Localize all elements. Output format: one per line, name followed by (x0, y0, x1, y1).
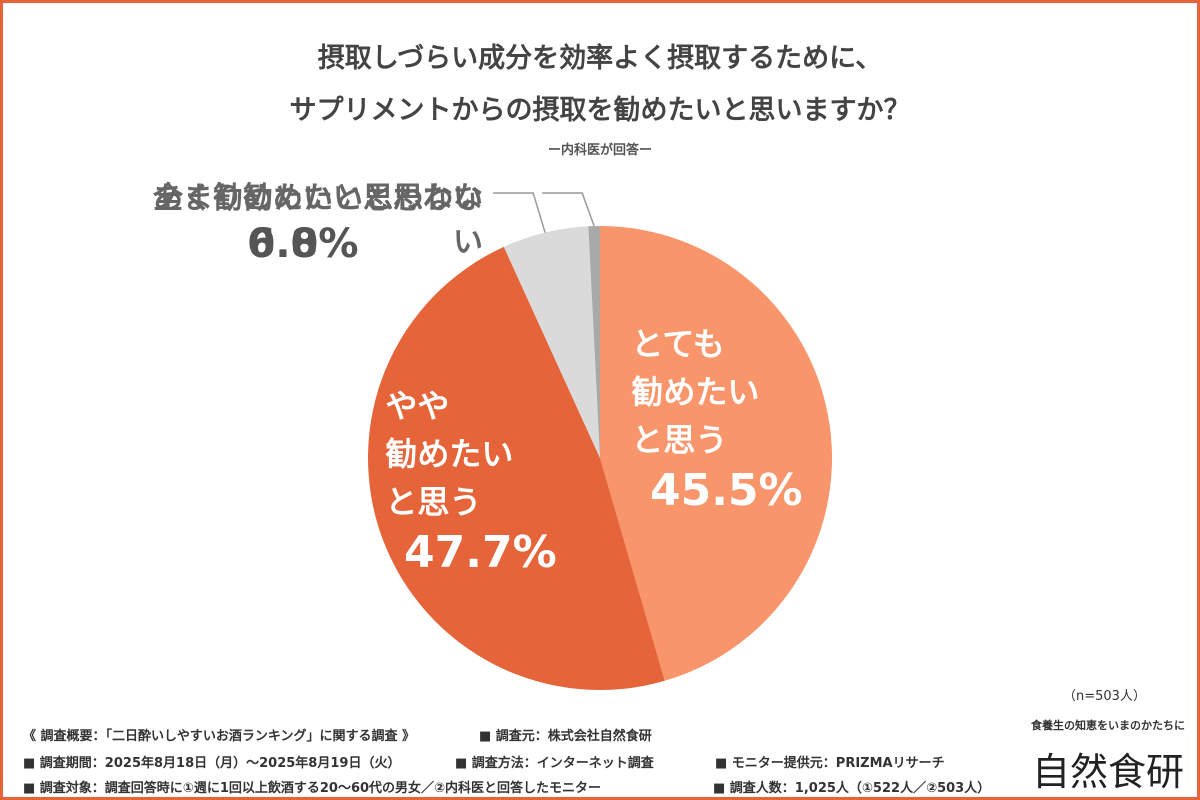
value-label: 0.8% (247, 221, 359, 267)
pie-slice (503, 226, 600, 458)
value-label: 47.7% (404, 527, 557, 579)
chart-title: 摂取しづらい成分を効率よく摂取するために、 サプリメントからの摂取を勧めたいと思… (289, 43, 911, 126)
footer-note: 《 調査概要：「二日酔いしやすいお酒ランキング」に関する調査 》 (23, 729, 416, 744)
pie-slice (588, 226, 600, 458)
footer-note: ■ 調査対象：調査回答時に①週に1回以上飲酒する20～60代の男女／②内科医と回… (23, 781, 602, 796)
footer-note: ■ モニター提供元：PRIZMAリサーチ (715, 756, 945, 771)
footer-note: ■ 調査元：株式会社自然食研 (479, 729, 652, 744)
footer-note: ■ 調査期間：2025年8月18日（月）～2025年8月19日（火） (23, 756, 401, 771)
subtitle: ー内科医が回答ー (547, 143, 652, 158)
pie-slice (367, 246, 665, 690)
slice-label: とても 勧めたい と思う (631, 325, 760, 460)
slice-label: 全く勧めたいと思わない (153, 181, 483, 216)
logo-tagline: 食養生の知恵をいまのかたちに (1031, 719, 1185, 732)
logo-name: 自然食研 (1031, 750, 1184, 794)
value-label: 6.0% (247, 221, 359, 267)
footer-note: ■ 調査人数：1,025人（①522人／②503人） (713, 781, 991, 796)
sample-note: （n=503人） (1063, 689, 1146, 704)
slice-label: やや 勧めたい と思う (385, 387, 514, 522)
chart (367, 192, 833, 690)
value-label: 45.5% (649, 465, 803, 517)
pie-slice (600, 226, 833, 681)
footer-note: ■ 調査方法：インターネット調査 (455, 756, 654, 771)
leader-line (542, 192, 595, 227)
slice-label: あまり勧めたいと思わない (153, 181, 483, 260)
leader-line (493, 192, 546, 233)
